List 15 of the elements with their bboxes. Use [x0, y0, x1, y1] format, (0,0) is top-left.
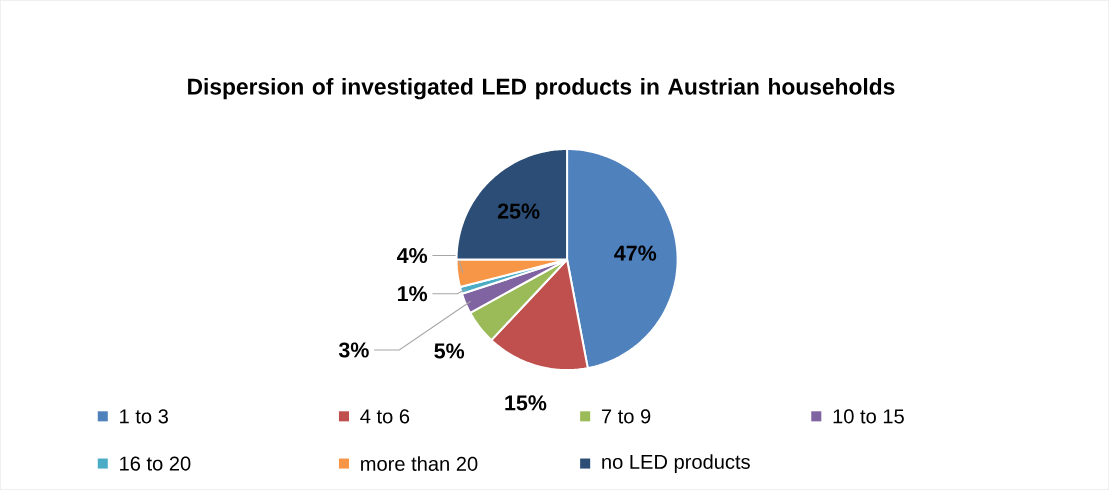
legend-label: more than 20	[361, 456, 478, 471]
data-label: 25%	[497, 203, 540, 219]
legend-label: 16 to 20	[120, 456, 191, 471]
legend-label: 7 to 9	[601, 409, 651, 424]
data-label: 1%	[398, 286, 428, 302]
data-label: 4%	[397, 247, 428, 264]
chart-title: Dispersion of investigated LED products in Austrian households	[188, 78, 895, 100]
data-label: 15%	[505, 395, 547, 411]
data-label: 47%	[614, 245, 657, 261]
legend-label: 10 to 15	[833, 409, 904, 424]
data-label: 3%	[338, 342, 369, 358]
legend-label: 1 to 3	[120, 409, 168, 424]
legend-label: 4 to 6	[360, 409, 410, 424]
legend-label: no LED products	[602, 454, 750, 473]
data-label: 5%	[434, 343, 465, 359]
